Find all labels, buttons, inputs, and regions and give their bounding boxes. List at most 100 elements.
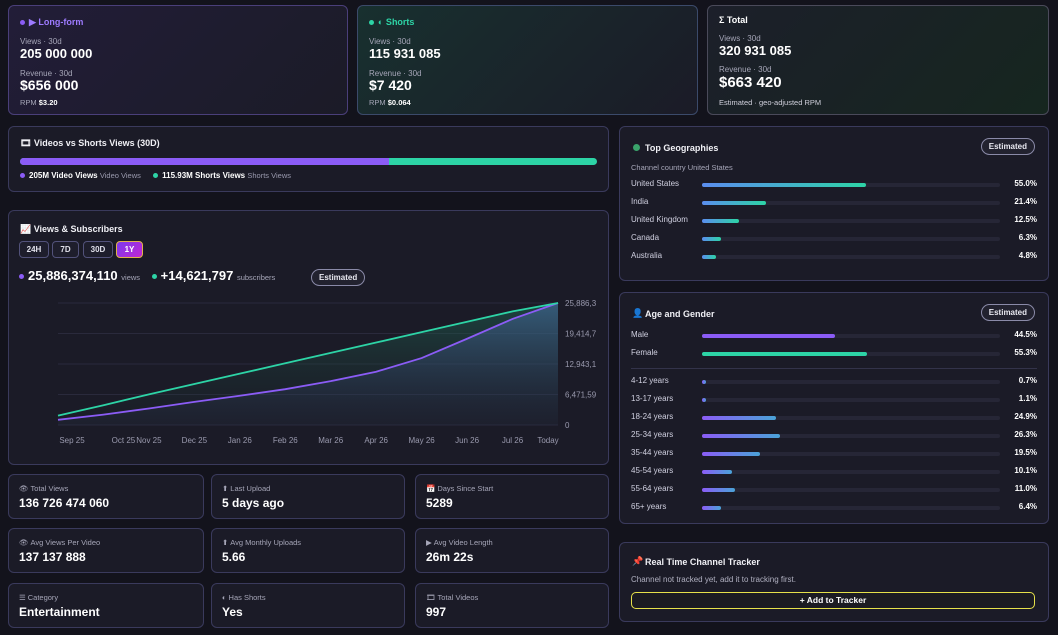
total-title: Σ Total xyxy=(719,15,748,25)
stat-value: 5 days ago xyxy=(222,496,285,510)
range-tab-1y[interactable]: 1Y xyxy=(116,241,143,258)
shorts-revenue: $7 420 xyxy=(369,77,412,93)
geo-label: United Kingdom xyxy=(631,215,688,224)
series-line-views xyxy=(57,302,559,421)
gender-fill xyxy=(702,334,835,338)
stat-label-text: Avg Video Length xyxy=(433,538,493,547)
geo-label: India xyxy=(631,197,649,206)
geo-row: India 21.4% xyxy=(631,197,1037,209)
longform-revenue-label: Revenue · 30d xyxy=(20,69,73,78)
geo-pct: 4.8% xyxy=(1018,251,1037,260)
longform-views-label: Views · 30d xyxy=(20,37,62,46)
age-track xyxy=(702,398,1000,402)
geo-row: Australia 4.8% xyxy=(631,251,1037,263)
stat-label-text: Total Videos xyxy=(437,593,479,602)
gender-label: Female xyxy=(631,348,658,357)
shorts-views: 115 931 085 xyxy=(369,46,441,61)
video-views-fill xyxy=(20,158,389,165)
top-geographies-title: Top Geographies xyxy=(645,143,719,153)
age-pct: 26.3% xyxy=(1014,430,1037,439)
tracker-card: 📌 Real Time Channel Tracker Channel not … xyxy=(619,542,1049,622)
range-tab-7d[interactable]: 7D xyxy=(52,241,79,258)
x-tick-label: Oct 25 xyxy=(112,436,136,445)
age-row: 35-44 years 19.5% xyxy=(631,448,1037,460)
age-label: 45-54 years xyxy=(631,466,674,475)
age-track xyxy=(702,506,1000,510)
stat-value: 5289 xyxy=(426,496,453,510)
geo-pct: 55.0% xyxy=(1014,179,1037,188)
geo-track xyxy=(702,255,1000,259)
gender-track xyxy=(702,334,1000,338)
y-tick-label: 0 xyxy=(565,421,570,430)
total-views: 320 931 085 xyxy=(719,43,792,58)
stat-card-avg-video-length: ▶ Avg Video Length 26m 22s xyxy=(415,528,609,573)
geo-subtitle: Channel country United States xyxy=(631,163,733,172)
age-pct: 1.1% xyxy=(1018,394,1037,403)
age-fill xyxy=(702,470,733,474)
stat-icon: ⬆ xyxy=(222,538,229,547)
age-pct: 10.1% xyxy=(1014,466,1037,475)
stat-value: 5.66 xyxy=(222,550,246,564)
stat-card-avg-monthly-uploads: ⬆ Avg Monthly Uploads 5.66 xyxy=(211,528,405,573)
stat-icon: 👁 xyxy=(19,538,29,547)
video-views-sub: Video Views xyxy=(99,171,141,180)
total-revenue: $663 420 xyxy=(719,74,782,91)
shorts-title: ◐ Shorts xyxy=(369,17,414,27)
top-geographies-card: Top Geographies Estimated Channel countr… xyxy=(619,126,1049,281)
x-tick-label: Jun 26 xyxy=(455,436,480,445)
geo-track xyxy=(702,219,1000,223)
stat-card-total-videos: 🎞 Total Videos 997 xyxy=(415,583,609,628)
shorts-views-label: Views · 30d xyxy=(369,37,411,46)
age-label: 13-17 years xyxy=(631,394,674,403)
geo-fill xyxy=(702,255,717,259)
gender-row: Male 44.5% xyxy=(631,330,1037,342)
geo-label: United States xyxy=(631,179,680,188)
age-row: 13-17 years 1.1% xyxy=(631,394,1037,406)
geo-track xyxy=(702,237,1000,241)
x-tick-label: Today xyxy=(537,436,558,445)
age-label: 25-34 years xyxy=(631,430,674,439)
stat-value: Yes xyxy=(222,605,243,619)
age-track xyxy=(702,452,1000,456)
stat-label: ⬆ Avg Monthly Uploads xyxy=(222,538,301,547)
stat-label: ▶ Avg Video Length xyxy=(426,538,493,547)
geo-fill xyxy=(702,201,766,205)
range-tab-24h[interactable]: 24H xyxy=(19,241,49,258)
age-pct: 6.4% xyxy=(1018,502,1037,511)
age-divider xyxy=(631,368,1037,369)
age-label: 65+ years xyxy=(631,502,667,511)
add-to-tracker-button[interactable]: + Add to Tracker xyxy=(631,592,1035,609)
gender-track xyxy=(702,352,1000,356)
range-tab-30d[interactable]: 30D xyxy=(83,241,113,258)
pin-icon: 📌 xyxy=(632,556,644,566)
videos-vs-shorts-card: 🎞 Videos vs Shorts Views (30D) 205M Vide… xyxy=(8,126,609,192)
geo-pct: 21.4% xyxy=(1014,197,1037,206)
stat-icon: ▶ xyxy=(426,538,432,547)
stat-label: ☰ Category xyxy=(19,593,58,602)
geo-estimated-badge: Estimated xyxy=(980,138,1035,155)
age-track xyxy=(702,488,1000,492)
age-row: 4-12 years 0.7% xyxy=(631,376,1037,388)
age-pct: 11.0% xyxy=(1014,484,1037,493)
stat-icon: ◐ xyxy=(222,593,227,602)
stat-card-has-shorts: ◐ Has Shorts Yes xyxy=(211,583,405,628)
shorts-revenue-label: Revenue · 30d xyxy=(369,69,422,78)
age-fill xyxy=(702,434,781,438)
age-fill xyxy=(702,488,735,492)
stat-label: 👁 Avg Views Per Video xyxy=(19,538,100,547)
stat-label-text: Avg Monthly Uploads xyxy=(230,538,302,547)
total-views-label: Views · 30d xyxy=(719,34,761,43)
age-row: 55-64 years 11.0% xyxy=(631,484,1037,496)
stat-icon: 👁 xyxy=(19,484,29,493)
geo-pct: 12.5% xyxy=(1014,215,1037,224)
stat-label-text: Category xyxy=(27,593,59,602)
stat-value: 136 726 474 060 xyxy=(19,496,110,510)
geo-fill xyxy=(702,237,721,241)
views-split-legend: 205M Video Views Video Views 115.93M Sho… xyxy=(20,171,291,180)
tracker-text: Channel not tracked yet, add it to track… xyxy=(631,575,796,584)
stat-label: 🎞 Total Videos xyxy=(426,593,478,602)
stat-label-text: Avg Views Per Video xyxy=(30,538,101,547)
x-tick-label: Apr 26 xyxy=(364,436,388,445)
age-fill xyxy=(702,398,706,402)
geo-label: Canada xyxy=(631,233,660,242)
